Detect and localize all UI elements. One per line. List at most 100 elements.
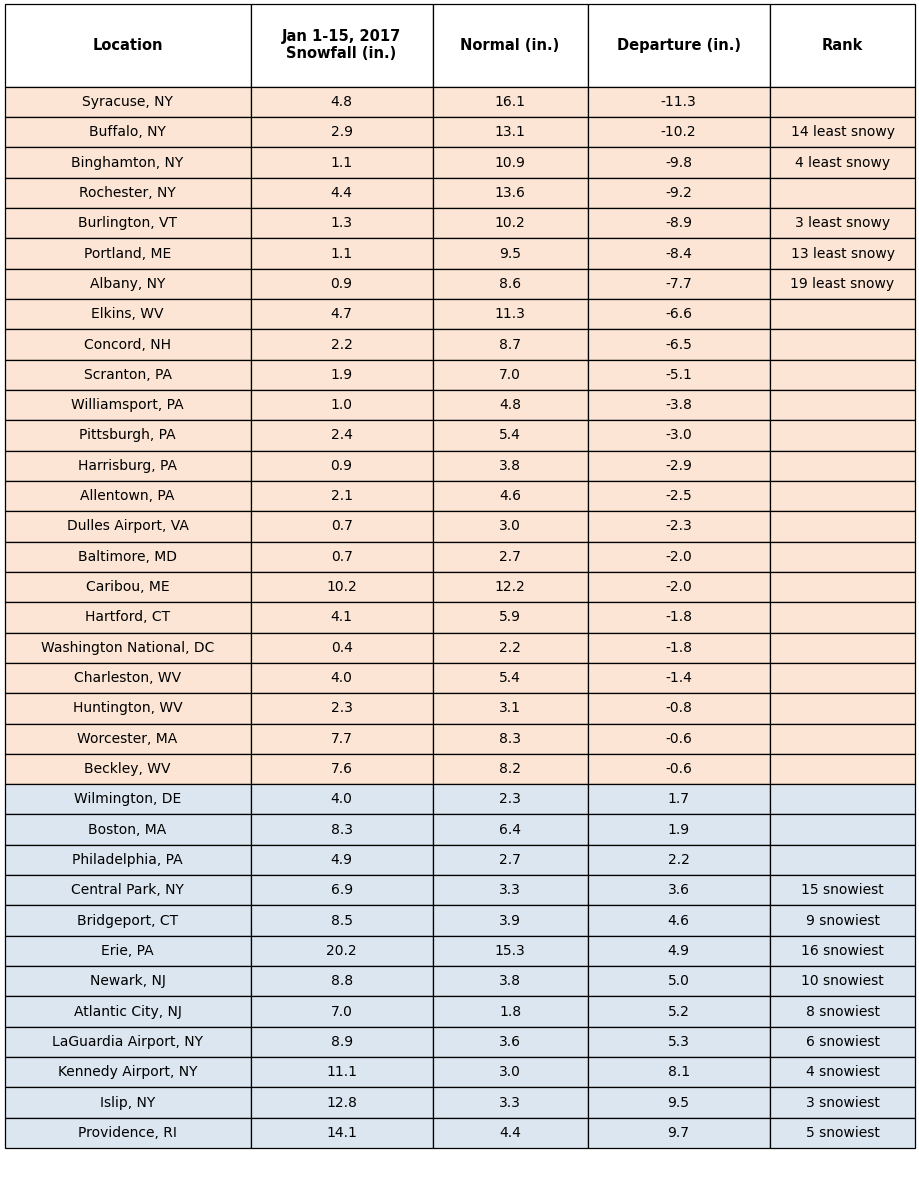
Text: 4.9: 4.9 [667,944,689,958]
Bar [250,1057,432,1087]
Text: Islip, NY: Islip, NY [100,1095,155,1109]
Bar [432,965,587,996]
Text: Dulles Airport, VA: Dulles Airport, VA [66,520,188,534]
Bar [587,178,769,208]
Bar [432,208,587,238]
Bar [5,482,250,511]
Text: 16.1: 16.1 [494,95,525,109]
Text: 9 snowiest: 9 snowiest [805,913,879,927]
Bar [769,875,914,906]
Bar [250,238,432,269]
Text: 2.2: 2.2 [330,338,352,352]
Text: Wilmington, DE: Wilmington, DE [74,792,181,806]
Bar [587,814,769,844]
Bar [769,844,914,875]
Bar [769,451,914,480]
Bar [5,936,250,965]
Bar [5,814,250,844]
Text: Departure (in.): Departure (in.) [616,38,740,52]
Bar [250,390,432,420]
Bar [250,117,432,147]
Text: 8 snowiest: 8 snowiest [805,1005,879,1019]
Bar [769,754,914,785]
Bar [769,965,914,996]
Bar [432,1057,587,1087]
Bar [5,238,250,269]
Text: 1.1: 1.1 [330,246,352,260]
Text: 11.1: 11.1 [325,1065,357,1080]
Bar [587,300,769,329]
Text: 4 least snowy: 4 least snowy [794,156,889,170]
Bar [432,390,587,420]
Bar [432,572,587,602]
Text: -11.3: -11.3 [660,95,696,109]
Text: -2.9: -2.9 [664,459,691,473]
Bar [250,300,432,329]
Bar [587,875,769,906]
Bar [432,4,587,87]
Text: 4.6: 4.6 [498,489,520,503]
Bar [5,4,250,87]
Bar [769,482,914,511]
Text: 3.0: 3.0 [499,520,520,534]
Bar [5,1118,250,1147]
Text: 3.0: 3.0 [499,1065,520,1080]
Bar [5,1057,250,1087]
Bar [250,572,432,602]
Bar [250,269,432,298]
Bar [5,1087,250,1118]
Bar [769,1118,914,1147]
Text: 19 least snowy: 19 least snowy [789,277,893,291]
Text: Newark, NJ: Newark, NJ [89,974,165,988]
Bar [432,723,587,754]
Text: 2.1: 2.1 [330,489,352,503]
Text: 5.0: 5.0 [667,974,688,988]
Text: Charleston, WV: Charleston, WV [74,671,181,685]
Bar [5,785,250,814]
Bar [769,238,914,269]
Text: -7.7: -7.7 [664,277,691,291]
Bar [769,208,914,238]
Bar [5,208,250,238]
Text: -2.5: -2.5 [664,489,691,503]
Text: 3.8: 3.8 [498,459,520,473]
Text: 8.5: 8.5 [330,913,352,927]
Bar [5,269,250,298]
Bar [587,87,769,117]
Text: Pittsburgh, PA: Pittsburgh, PA [79,428,176,442]
Text: 4.7: 4.7 [330,307,352,321]
Bar [769,359,914,390]
Bar [432,421,587,451]
Bar [769,996,914,1026]
Bar [769,906,914,936]
Bar [250,329,432,359]
Text: 10 snowiest: 10 snowiest [800,974,883,988]
Bar [587,117,769,147]
Text: 4.9: 4.9 [330,853,352,867]
Text: Washington National, DC: Washington National, DC [40,641,214,655]
Bar [769,572,914,602]
Bar [587,936,769,965]
Text: -2.0: -2.0 [664,549,691,564]
Bar [769,663,914,693]
Text: Syracuse, NY: Syracuse, NY [82,95,173,109]
Text: 3.6: 3.6 [667,883,689,898]
Text: -2.3: -2.3 [664,520,691,534]
Bar [769,147,914,178]
Text: 4.1: 4.1 [330,610,352,624]
Text: -8.4: -8.4 [664,246,691,260]
Bar [769,542,914,572]
Bar [5,359,250,390]
Bar [769,329,914,359]
Bar [5,147,250,178]
Text: 3.9: 3.9 [498,913,520,927]
Bar [432,147,587,178]
Text: 6.9: 6.9 [330,883,352,898]
Text: 8.1: 8.1 [667,1065,689,1080]
Bar [250,87,432,117]
Bar [250,1118,432,1147]
Bar [5,1026,250,1057]
Bar [432,542,587,572]
Text: -9.2: -9.2 [664,185,691,200]
Text: -6.6: -6.6 [664,307,691,321]
